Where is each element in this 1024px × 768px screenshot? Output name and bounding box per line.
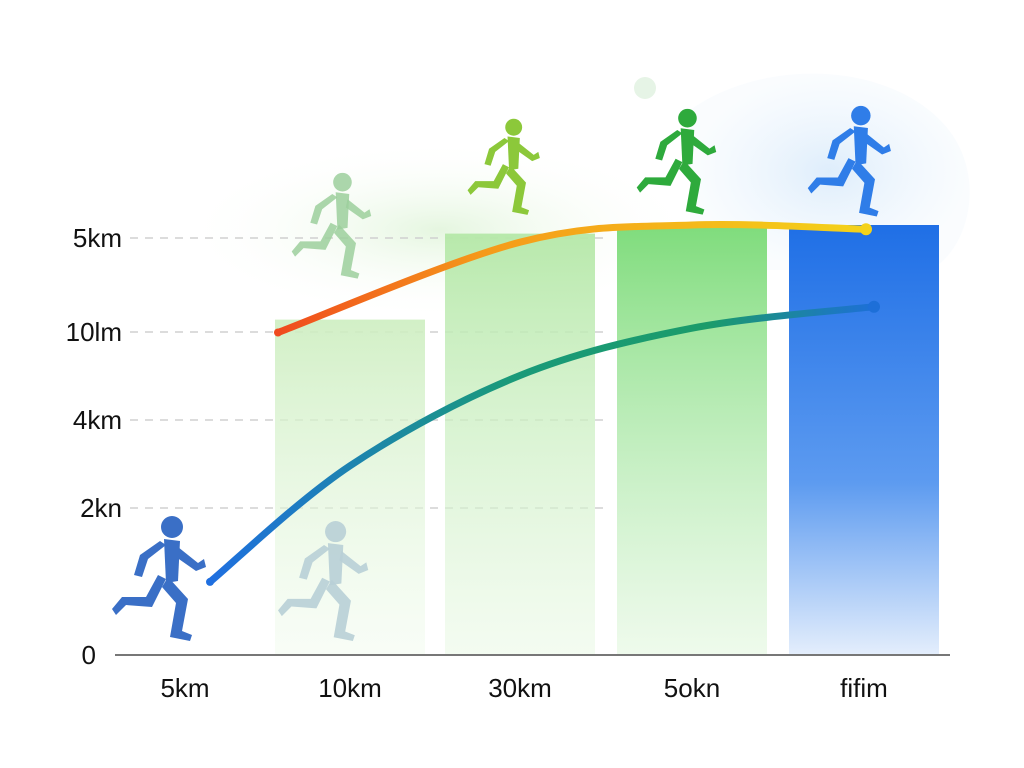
x-tick-label: fifim <box>840 673 888 703</box>
x-tick-label: 10km <box>318 673 382 703</box>
bars <box>275 225 939 655</box>
x-axis-category-labels: 5km 10km 30km 5okn fifim <box>160 673 887 703</box>
x-tick-label: 5km <box>160 673 209 703</box>
runner-icon <box>112 516 206 641</box>
series-end-point <box>868 300 880 313</box>
y-tick-label: 10lm <box>66 317 122 347</box>
bar <box>789 225 939 655</box>
series-end-point <box>860 223 872 236</box>
series-lines <box>206 221 880 586</box>
y-tick-label: 0 <box>82 640 96 670</box>
x-tick-label: 5okn <box>664 673 720 703</box>
series-start-point <box>206 577 214 586</box>
background-dot <box>634 77 656 99</box>
series-start-point <box>274 328 282 337</box>
bar <box>445 233 595 655</box>
bar <box>617 225 767 655</box>
y-tick-label: 4km <box>73 405 122 435</box>
y-axis-tick-labels: 5km 10lm 4km 2kn 0 <box>66 223 122 670</box>
x-tick-label: 30km <box>488 673 552 703</box>
series-line <box>206 303 878 586</box>
background-blob <box>690 73 970 270</box>
y-tick-label: 5km <box>73 223 122 253</box>
y-tick-label: 2kn <box>80 493 122 523</box>
series-line <box>274 221 870 336</box>
